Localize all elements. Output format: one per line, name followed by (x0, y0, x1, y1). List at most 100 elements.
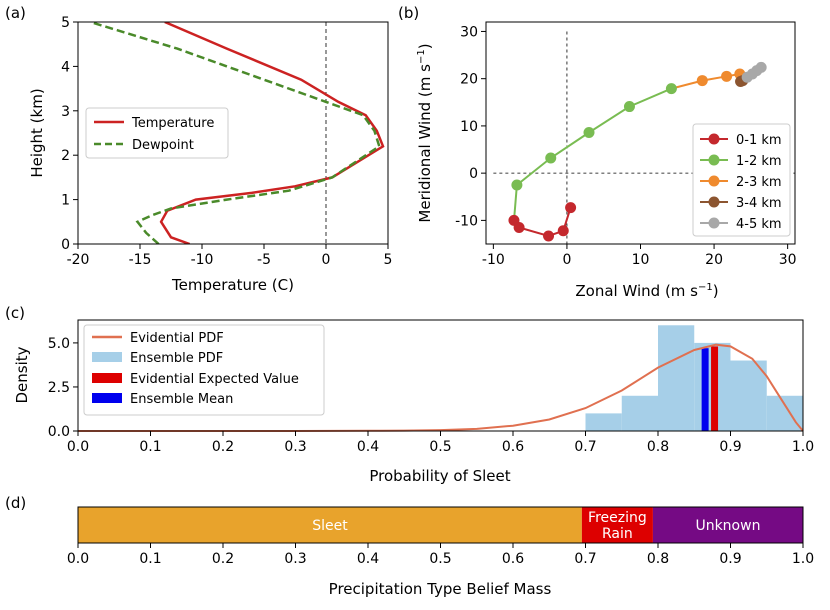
panel-c-xtick-label-3: 0.3 (284, 439, 306, 455)
panel-d-xtick-label-7: 0.7 (574, 551, 596, 567)
hodograph-point-0-1km-0 (565, 202, 577, 214)
belief-segment-unknown (652, 507, 803, 543)
panel-b-xtick-label-4: 30 (779, 252, 797, 268)
panel-b-ytick-label-0: -10 (455, 213, 478, 229)
panel-d-xtick-label-6: 0.6 (502, 551, 524, 567)
belief-segment-label-freezing-rain-0: Freezing (588, 510, 647, 526)
ensemble-hist-bar-2 (658, 325, 695, 431)
panel-label-d: (d) (5, 494, 26, 512)
hodograph-point-1-2km-1 (511, 179, 523, 191)
panel-c-xtick-label-9: 0.9 (719, 439, 741, 455)
legend-ensemble-pdf-swatch (92, 352, 122, 362)
hodograph-line-2-3km (671, 73, 740, 90)
panel-label-c: (c) (5, 304, 25, 322)
legend-ensemble-pdf-label: Ensemble PDF (130, 351, 223, 366)
panel-label-a: (a) (5, 4, 26, 22)
legend-mean-label: Ensemble Mean (130, 392, 233, 407)
panel-b-xlabel-main: Zonal Wind (m s (575, 282, 698, 300)
panel-c-xtick-label-6: 0.6 (502, 439, 524, 455)
panel-c-xtick-label-10: 1.0 (792, 439, 814, 455)
panel-d-xtick-label-5: 0.5 (429, 551, 451, 567)
panel-b-xtick-label-0: -10 (482, 252, 505, 268)
panel-c-ytick-label-1: 2.5 (48, 380, 70, 396)
legend-evidential-pdf-label: Evidential PDF (130, 331, 224, 346)
panel-d-xlabel: Precipitation Type Belief Mass (329, 580, 552, 598)
panel-c-xtick-label-1: 0.1 (139, 439, 161, 455)
panel-b-xlabel: Zonal Wind (m s−1) (575, 282, 718, 300)
hodograph-point-1-2km-5 (665, 83, 677, 95)
panel-a-xtick-label-2: -10 (191, 252, 214, 268)
panel-a-ytick-label-2: 2 (61, 148, 70, 164)
evidential-expected-value-bar (711, 346, 719, 431)
panel-c-legend-box (83, 324, 325, 416)
belief-segment-label-sleet-0: Sleet (312, 518, 348, 534)
panel-c-ticks: 0.0 0.1 0.2 0.3 0.4 0.5 0.6 0.7 0.8 0.9 1.0 0.0 2.5 5… (48, 336, 814, 455)
panel-a-ylabel: Height (km) (28, 88, 46, 177)
panel-a-ytick-label-5: 5 (61, 15, 70, 31)
panel-c-xtick-label-5: 0.5 (429, 439, 451, 455)
panel-a-plot-area (90, 22, 385, 244)
hodograph-point-1-2km-3 (583, 127, 595, 139)
legend-temperature-label: Temperature (131, 116, 214, 131)
hodograph-point-0-1km-2 (543, 230, 555, 242)
panel-b-ylabel-end: ) (416, 43, 434, 49)
legend-label-3-4km: 3-4 km (736, 196, 782, 211)
panel-b-legend: 0-1 km 1-2 km 2-3 km 3-4 km 4-5 km (692, 123, 791, 237)
legend-label-2-3km: 2-3 km (736, 175, 782, 190)
hodograph-point-1-2km-4 (623, 101, 635, 113)
panel-a-xtick-label-4: 0 (322, 252, 331, 268)
panel-b-xtick-label-2: 10 (632, 252, 650, 268)
panel-a-ticks: -20 -15 -10 -5 0 5 0 1 2 3 4 5 (61, 15, 392, 268)
hodograph-point-0-1km-1 (557, 225, 569, 237)
panel-a-ytick-label-1: 1 (61, 193, 70, 209)
panel-c-plot-area (78, 325, 804, 432)
panel-b-ylabel-main: Meridional Wind (m s (416, 64, 434, 223)
panel-a-legend: Temperature Dewpoint (85, 107, 229, 159)
panel-d-xtick-label-0: 0.0 (67, 551, 89, 567)
panel-d-xtick-label-3: 0.3 (284, 551, 306, 567)
panel-d-xtick-label-1: 0.1 (139, 551, 161, 567)
panel-a-xlabel: Temperature (C) (171, 276, 294, 294)
legend-label-1-2km: 1-2 km (736, 154, 782, 169)
panel-a-ytick-label-4: 4 (61, 59, 70, 75)
legend-mean-swatch (92, 393, 122, 403)
panel-b-legend-box (692, 123, 791, 237)
panel-b-ytick-label-2: 10 (460, 119, 478, 135)
dewpoint-line (90, 22, 381, 244)
panel-c-probability-density: 0.0 0.1 0.2 0.3 0.4 0.5 0.6 0.7 0.8 0.9 1.0 0.0 2.5 5… (13, 319, 814, 485)
ensemble-mean-bar (701, 348, 709, 431)
panel-a-xtick-label-0: -20 (67, 252, 90, 268)
legend-label-4-5km: 4-5 km (736, 217, 782, 232)
panel-c-ylabel: Density (13, 346, 31, 403)
panel-a-ytick-label-3: 3 (61, 104, 70, 120)
panel-c-xlabel: Probability of Sleet (369, 467, 510, 485)
panel-c-xtick-label-8: 0.8 (647, 439, 669, 455)
panel-d-xtick-label-2: 0.2 (212, 551, 234, 567)
panel-a-frame (77, 21, 389, 245)
panel-b-ytick-label-1: 0 (469, 166, 478, 182)
hodograph-point-2-3km-2 (721, 70, 733, 82)
panel-d-xtick-label-10: 1.0 (792, 551, 814, 567)
belief-segment-freezing-rain (581, 507, 653, 543)
legend-ev-label: Evidential Expected Value (130, 372, 299, 387)
panel-a-xtick-label-3: -5 (257, 252, 271, 268)
panel-label-b: (b) (398, 4, 419, 22)
belief-segment-label-unknown-0: Unknown (695, 518, 760, 534)
hodograph-line-1-2km (513, 87, 672, 221)
panel-d-xtick-label-8: 0.8 (647, 551, 669, 567)
ensemble-hist-bar-0 (585, 413, 622, 431)
legend-marker-0-1km (708, 133, 720, 145)
panel-c-ytick-label-2: 5.0 (48, 336, 70, 352)
panel-a-xtick-label-1: -15 (129, 252, 152, 268)
panel-b-xtick-label-1: 0 (562, 252, 571, 268)
legend-marker-3-4km (708, 196, 720, 208)
panel-b-ytick-label-4: 30 (460, 24, 478, 40)
panel-c-ytick-label-0: 0.0 (48, 424, 70, 440)
panel-b-xlabel-end: ) (713, 282, 719, 300)
panel-b-ylabel-sup: −1 (416, 49, 427, 64)
hodograph-point-1-2km-2 (545, 152, 557, 164)
panel-a-temperature-profile: -20 -15 -10 -5 0 5 0 1 2 3 4 5 Temperature (C) Heig… (28, 15, 392, 294)
